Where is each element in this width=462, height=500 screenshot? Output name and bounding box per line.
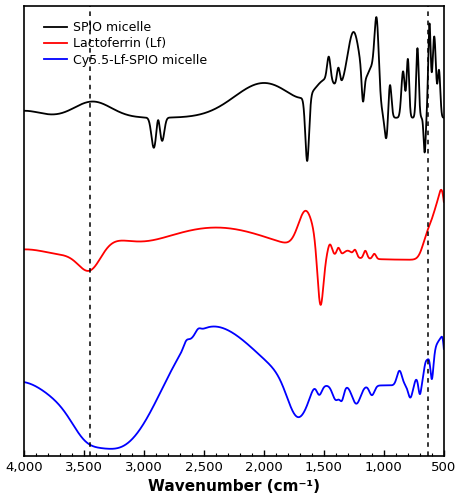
Cy5.5-Lf-SPIO micelle [295,414,300,420]
Lactoferrin (Lf) [366,255,372,261]
Cy5.5-Lf-SPIO micelle [335,397,340,403]
Cy5.5-Lf-SPIO micelle [211,324,217,330]
SPIO micelle [304,158,310,164]
Cy5.5-Lf-SPIO micelle [441,346,447,352]
Line: SPIO micelle: SPIO micelle [24,17,444,161]
Lactoferrin (Lf) [334,246,340,252]
SPIO micelle [294,94,300,100]
SPIO micelle [366,68,372,73]
SPIO micelle [22,108,27,114]
Cy5.5-Lf-SPIO micelle [108,446,114,452]
Cy5.5-Lf-SPIO micelle [367,388,372,394]
Lactoferrin (Lf) [441,199,447,205]
X-axis label: Wavenumber (cm⁻¹): Wavenumber (cm⁻¹) [148,480,320,494]
Lactoferrin (Lf) [318,302,323,308]
SPIO micelle [441,114,447,120]
Line: Lactoferrin (Lf): Lactoferrin (Lf) [24,190,444,305]
Lactoferrin (Lf) [294,224,300,230]
Cy5.5-Lf-SPIO micelle [182,340,188,346]
Lactoferrin (Lf) [98,255,103,261]
SPIO micelle [273,82,279,88]
Lactoferrin (Lf) [438,187,444,193]
Cy5.5-Lf-SPIO micelle [22,379,27,385]
Lactoferrin (Lf) [182,229,188,235]
SPIO micelle [182,114,188,120]
Legend: SPIO micelle, Lactoferrin (Lf), Cy5.5-Lf-SPIO micelle: SPIO micelle, Lactoferrin (Lf), Cy5.5-Lf… [39,16,212,72]
Lactoferrin (Lf) [22,246,27,252]
SPIO micelle [98,100,103,106]
Lactoferrin (Lf) [273,238,279,244]
SPIO micelle [334,68,340,74]
Cy5.5-Lf-SPIO micelle [98,445,103,451]
Cy5.5-Lf-SPIO micelle [274,370,279,376]
SPIO micelle [374,14,379,20]
Line: Cy5.5-Lf-SPIO micelle: Cy5.5-Lf-SPIO micelle [24,326,444,449]
